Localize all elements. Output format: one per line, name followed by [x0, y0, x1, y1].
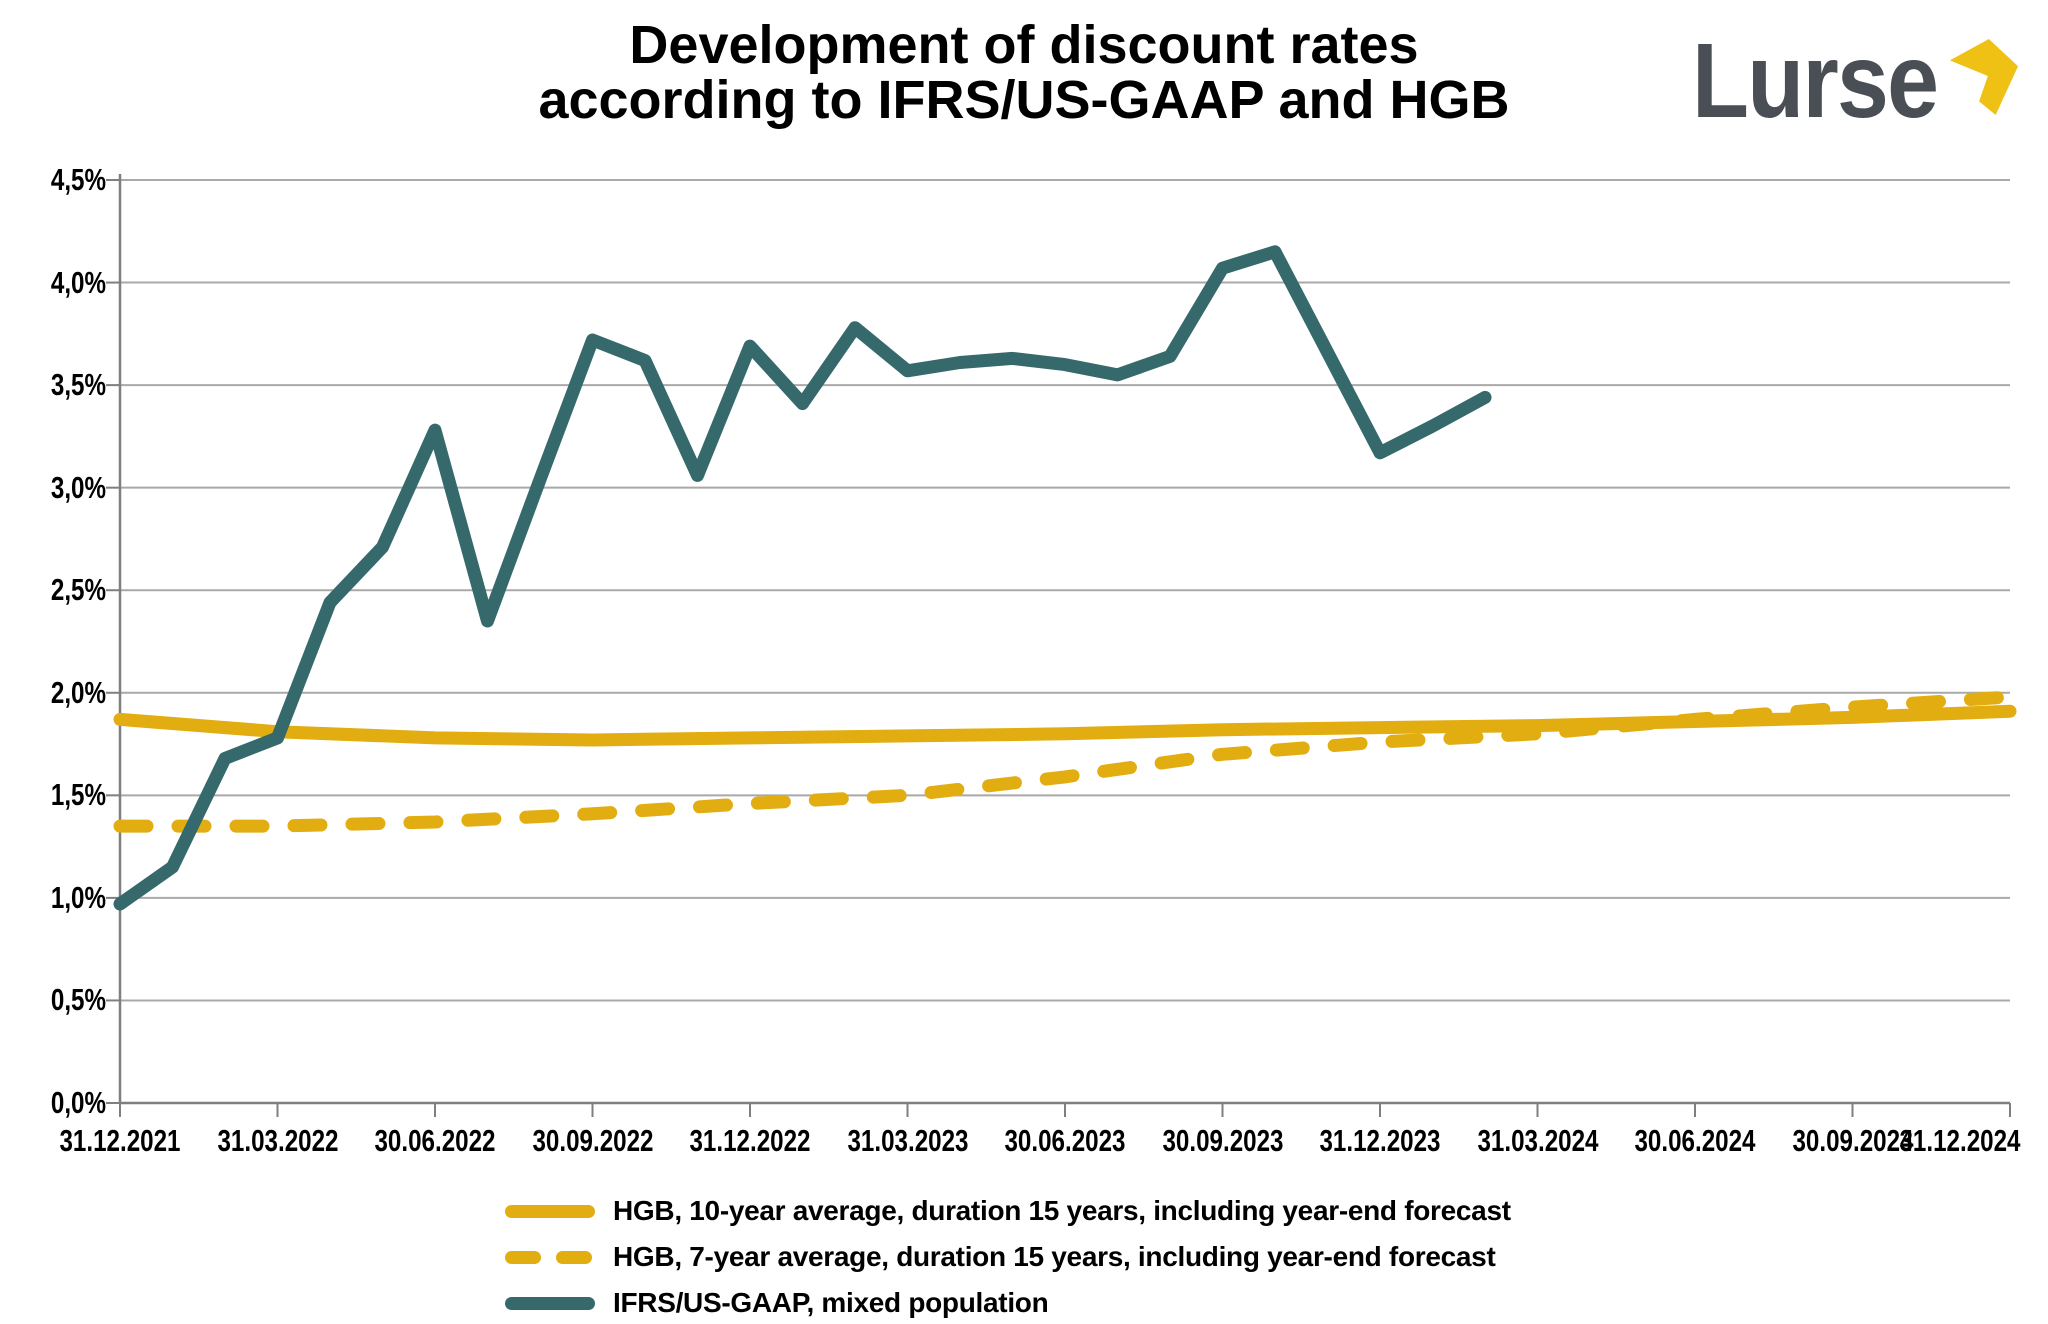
chart-title-line1: Development of discount rates	[629, 15, 1419, 75]
y-tick-label: 2,0%	[50, 674, 106, 710]
lurse-logo-chevron-icon	[1949, 39, 2019, 115]
x-tick-label: 31.12.2024	[1899, 1123, 2021, 1158]
x-tick-label: 31.12.2021	[59, 1123, 181, 1158]
legend-item-ifrs: IFRS/US-GAAP, mixed population	[505, 1280, 1511, 1324]
legend-swatch-solid-teal	[505, 1296, 595, 1310]
legend-label-hgb-10y: HGB, 10-year average, duration 15 years,…	[613, 1195, 1511, 1226]
dashed-line-icon	[556, 1250, 592, 1264]
x-tick-label: 30.09.2023	[1161, 1123, 1284, 1158]
dashed-line-icon	[505, 1250, 541, 1264]
chart-title: Development of discount rates according …	[0, 18, 2048, 128]
legend: HGB, 10-year average, duration 15 years,…	[505, 1188, 1511, 1324]
x-tick-label: 31.03.2024	[1476, 1123, 1599, 1158]
legend-label-ifrs: IFRS/US-GAAP, mixed population	[613, 1287, 1049, 1318]
x-tick-label: 31.12.2023	[1319, 1123, 1441, 1158]
y-tick-label: 4,0%	[50, 264, 106, 300]
series-line-1	[113, 690, 2017, 833]
x-tick-label: 30.06.2022	[374, 1123, 496, 1158]
y-tick-label: 1,5%	[50, 777, 106, 813]
x-tick-label: 30.09.2024	[1791, 1123, 1914, 1158]
x-tick-label: 30.06.2023	[1004, 1123, 1126, 1158]
series-line-2	[113, 245, 1492, 911]
solid-line-icon	[505, 1296, 595, 1310]
legend-item-hgb-10y: HGB, 10-year average, duration 15 years,…	[505, 1188, 1511, 1234]
y-tick-label: 2,5%	[50, 572, 106, 608]
y-tick-label: 3,0%	[50, 469, 106, 505]
x-tick-label: 31.12.2022	[689, 1123, 811, 1158]
legend-label-hgb-7y: HGB, 7-year average, duration 15 years, …	[613, 1241, 1496, 1272]
y-tick-label: 1,0%	[50, 879, 106, 915]
legend-item-hgb-7y: HGB, 7-year average, duration 15 years, …	[505, 1234, 1511, 1280]
chart-title-line2: according to IFRS/US-GAAP and HGB	[538, 70, 1510, 130]
x-tick-label: 30.09.2022	[531, 1123, 654, 1158]
solid-line-icon	[505, 1204, 595, 1218]
y-tick-label: 0,5%	[50, 982, 106, 1018]
legend-swatch-dashed-gold	[505, 1250, 595, 1264]
lurse-logo-text: Lurse	[1692, 22, 1939, 140]
y-tick-label: 0,0%	[50, 1084, 106, 1120]
y-tick-label: 4,5%	[50, 161, 106, 197]
x-tick-label: 31.03.2022	[216, 1123, 339, 1158]
y-tick-label: 3,5%	[50, 366, 106, 402]
x-tick-label: 30.06.2024	[1634, 1123, 1756, 1158]
x-tick-label: 31.03.2023	[846, 1123, 969, 1158]
series-line-0	[113, 704, 2017, 747]
legend-swatch-solid-gold	[505, 1204, 595, 1218]
